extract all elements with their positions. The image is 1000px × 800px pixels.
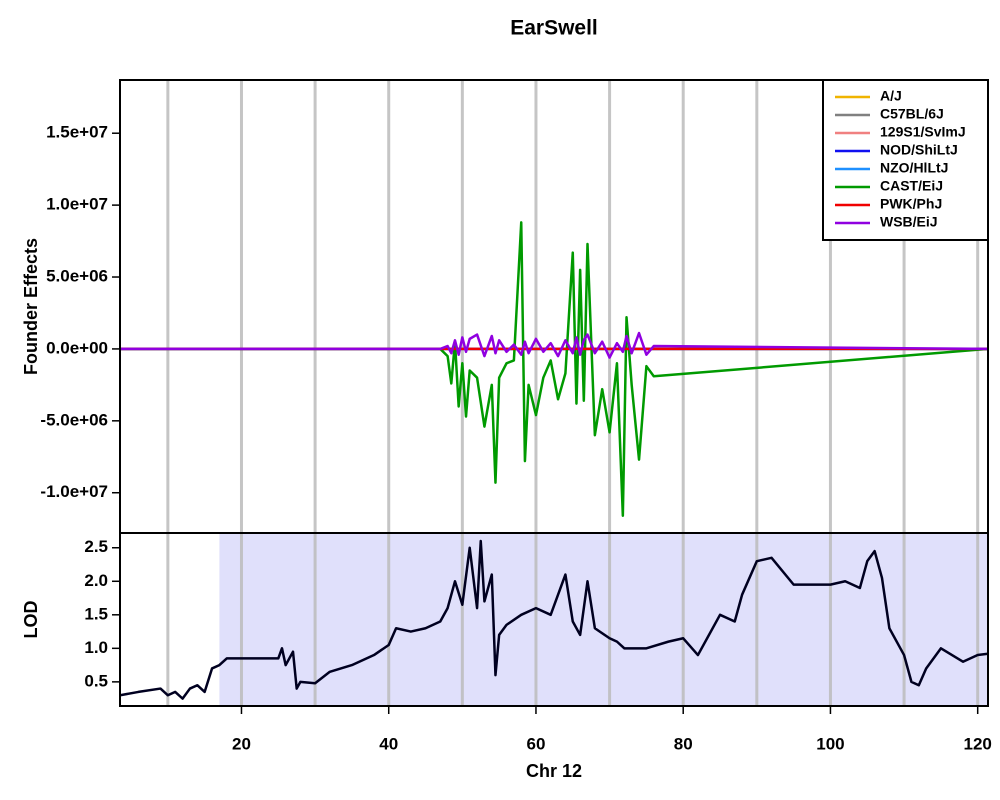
y-tick-label: 1.5e+07: [46, 123, 108, 142]
y-tick-label: -1.0e+07: [40, 482, 108, 501]
y-axis-label: Founder Effects: [21, 238, 41, 375]
x-tick-label: 60: [527, 734, 546, 753]
legend-box: [822, 79, 989, 241]
series-group: [120, 221, 988, 517]
x-tick-label: 120: [964, 734, 992, 753]
x-tick-label: 20: [232, 734, 251, 753]
y-axis-label: LOD: [21, 601, 41, 639]
series-line: [120, 539, 988, 700]
legend-label: PWK/PhJ: [880, 196, 942, 212]
x-tick-label: 40: [379, 734, 398, 753]
y-tick-label: 0.0e+00: [46, 338, 108, 357]
x-axis-label: Chr 12: [526, 761, 582, 781]
y-tick-label: 5.0e+06: [46, 267, 108, 286]
legend-label: 129S1/SvImJ: [880, 124, 966, 140]
legend-label: NOD/ShiLtJ: [880, 142, 958, 158]
legend-label: A/J: [880, 88, 902, 104]
y-tick-label: 1.0e+07: [46, 195, 108, 214]
y-tick-label: 1.0: [84, 638, 108, 657]
y-tick-label: 0.5: [84, 671, 108, 690]
y-tick-label: -5.0e+06: [40, 410, 108, 429]
y-tick-label: 1.5: [84, 604, 108, 623]
legend-label: NZO/HlLtJ: [880, 160, 948, 176]
support-interval: [219, 533, 989, 706]
x-tick-label: 80: [674, 734, 693, 753]
plot-frame: [119, 532, 989, 707]
y-tick-label: 2.5: [84, 537, 108, 556]
chart-title: EarSwell: [510, 17, 598, 40]
legend-label: C57BL/6J: [880, 106, 944, 122]
series-line: [120, 331, 988, 359]
legend-label: CAST/EiJ: [880, 178, 943, 194]
series-group: [120, 539, 988, 700]
series-line: [120, 221, 988, 517]
x-tick-label: 100: [816, 734, 844, 753]
y-tick-label: 2.0: [84, 571, 108, 590]
legend-label: WSB/EiJ: [880, 214, 938, 230]
